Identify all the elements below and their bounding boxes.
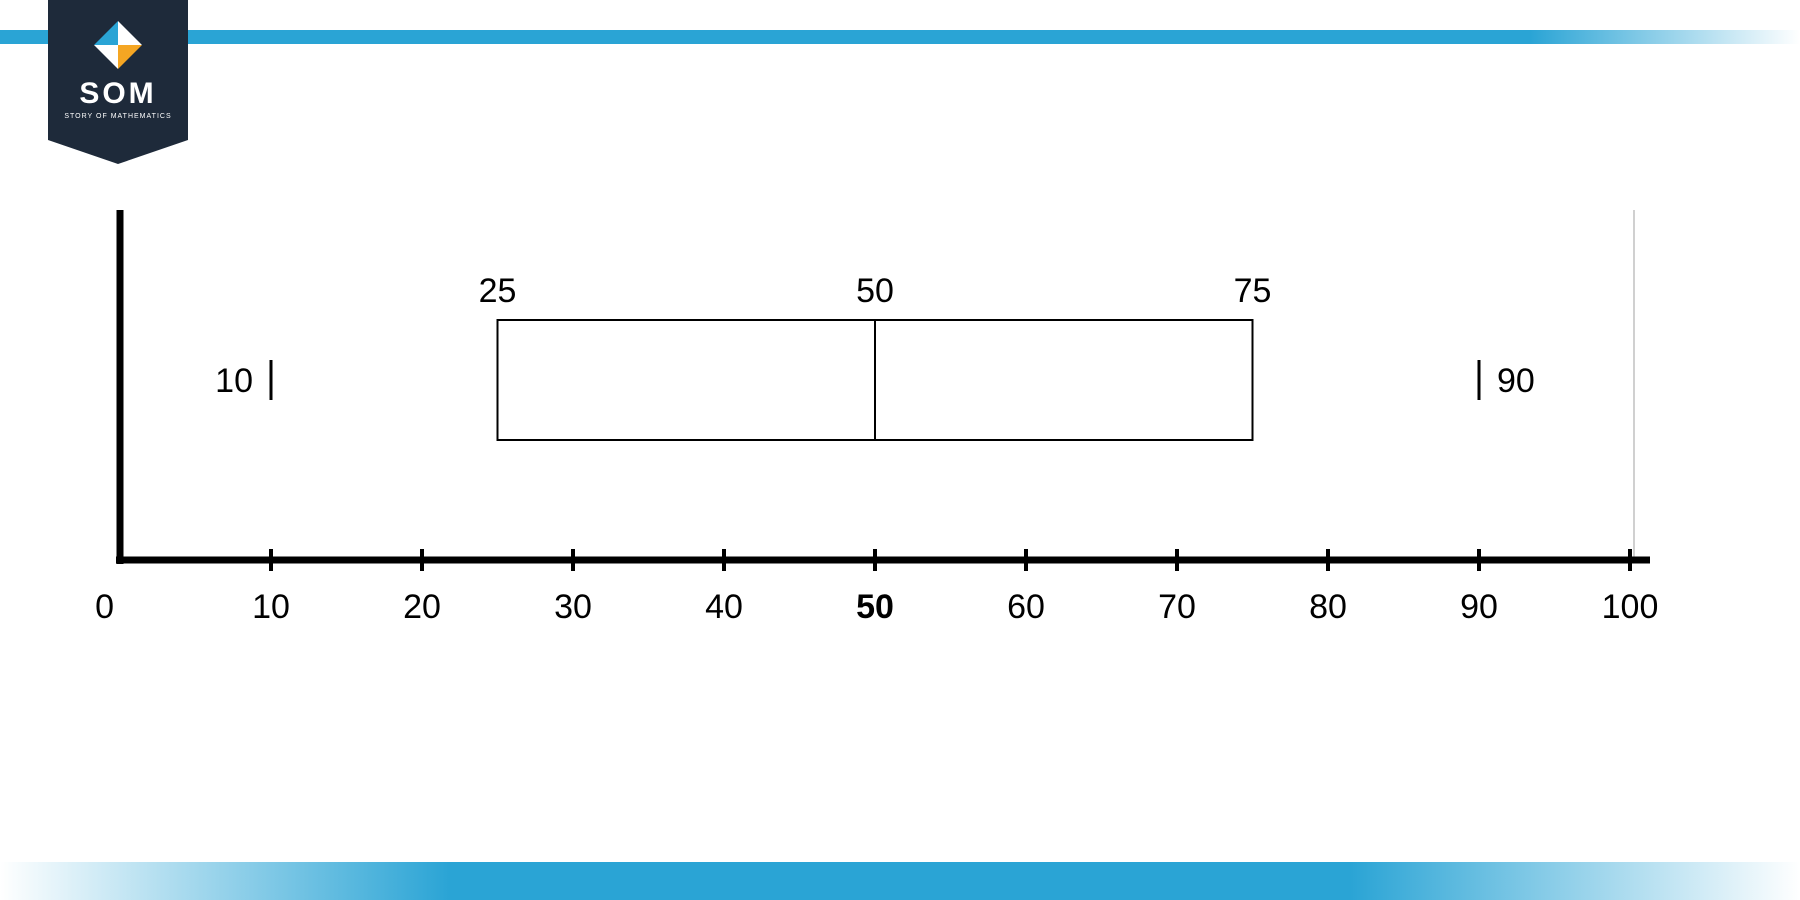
x-tick-label: 100 [1602, 588, 1659, 626]
logo-title: SOM [79, 77, 156, 111]
q3-label: 75 [1234, 272, 1272, 310]
x-tick-label: 0 [95, 588, 114, 626]
logo-icon-triangle-bl [94, 45, 118, 69]
logo-subtitle: STORY OF MATHEMATICS [64, 113, 171, 120]
bottom-accent-bar [0, 862, 1800, 900]
x-tick-label: 50 [856, 588, 894, 626]
x-tick-label: 20 [403, 588, 441, 626]
median-label: 50 [856, 272, 894, 310]
logo-body: SOM STORY OF MATHEMATICS [48, 0, 188, 140]
logo-badge: SOM STORY OF MATHEMATICS [48, 0, 188, 168]
logo-icon-triangle-tr [118, 21, 142, 45]
x-tick-label: 70 [1158, 588, 1196, 626]
x-tick-label: 60 [1007, 588, 1045, 626]
max-label: 90 [1497, 362, 1535, 400]
x-tick-label: 80 [1309, 588, 1347, 626]
logo-chevron [48, 140, 188, 164]
x-tick-label: 30 [554, 588, 592, 626]
x-tick-label: 40 [705, 588, 743, 626]
logo-icon-triangle-tl [94, 21, 118, 45]
x-tick-label: 90 [1460, 588, 1498, 626]
x-tick-label: 10 [252, 588, 290, 626]
boxplot-chart: 0 10 20 30 40 50 60 70 80 90 100 25 50 75 10 90 [90, 210, 1660, 690]
chart-svg: 0 10 20 30 40 50 60 70 80 90 100 25 50 75 10 90 [90, 210, 1660, 690]
logo-icon [94, 21, 142, 69]
logo-icon-triangle-br [118, 45, 142, 69]
top-accent-bar [0, 30, 1800, 44]
min-label: 10 [215, 362, 253, 400]
q1-label: 25 [479, 272, 517, 310]
